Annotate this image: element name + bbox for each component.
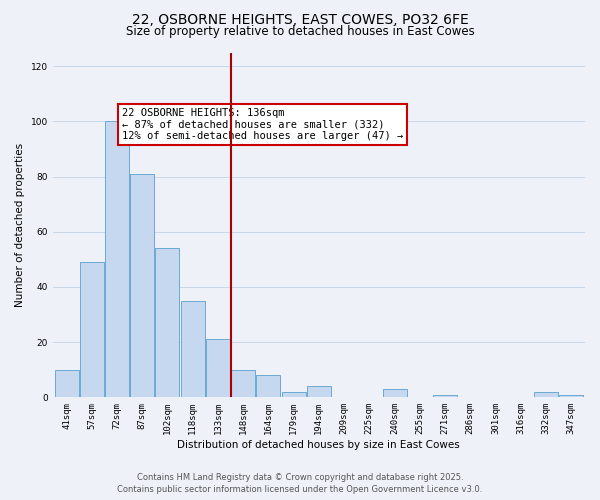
Bar bbox=[281, 392, 305, 398]
Bar bbox=[206, 340, 230, 398]
Text: 22 OSBORNE HEIGHTS: 136sqm
← 87% of detached houses are smaller (332)
12% of sem: 22 OSBORNE HEIGHTS: 136sqm ← 87% of deta… bbox=[122, 108, 403, 141]
Bar bbox=[307, 386, 331, 398]
Bar bbox=[55, 370, 79, 398]
Text: 22, OSBORNE HEIGHTS, EAST COWES, PO32 6FE: 22, OSBORNE HEIGHTS, EAST COWES, PO32 6F… bbox=[131, 12, 469, 26]
Bar bbox=[256, 376, 280, 398]
X-axis label: Distribution of detached houses by size in East Cowes: Distribution of detached houses by size … bbox=[178, 440, 460, 450]
Bar bbox=[130, 174, 154, 398]
Bar bbox=[155, 248, 179, 398]
Bar bbox=[181, 301, 205, 398]
Bar bbox=[105, 122, 129, 398]
Bar bbox=[80, 262, 104, 398]
Bar bbox=[559, 394, 583, 398]
Bar bbox=[534, 392, 558, 398]
Y-axis label: Number of detached properties: Number of detached properties bbox=[15, 143, 25, 307]
Bar bbox=[383, 389, 407, 398]
Text: Size of property relative to detached houses in East Cowes: Size of property relative to detached ho… bbox=[125, 25, 475, 38]
Text: Contains HM Land Registry data © Crown copyright and database right 2025.
Contai: Contains HM Land Registry data © Crown c… bbox=[118, 473, 482, 494]
Bar bbox=[433, 394, 457, 398]
Bar bbox=[231, 370, 255, 398]
